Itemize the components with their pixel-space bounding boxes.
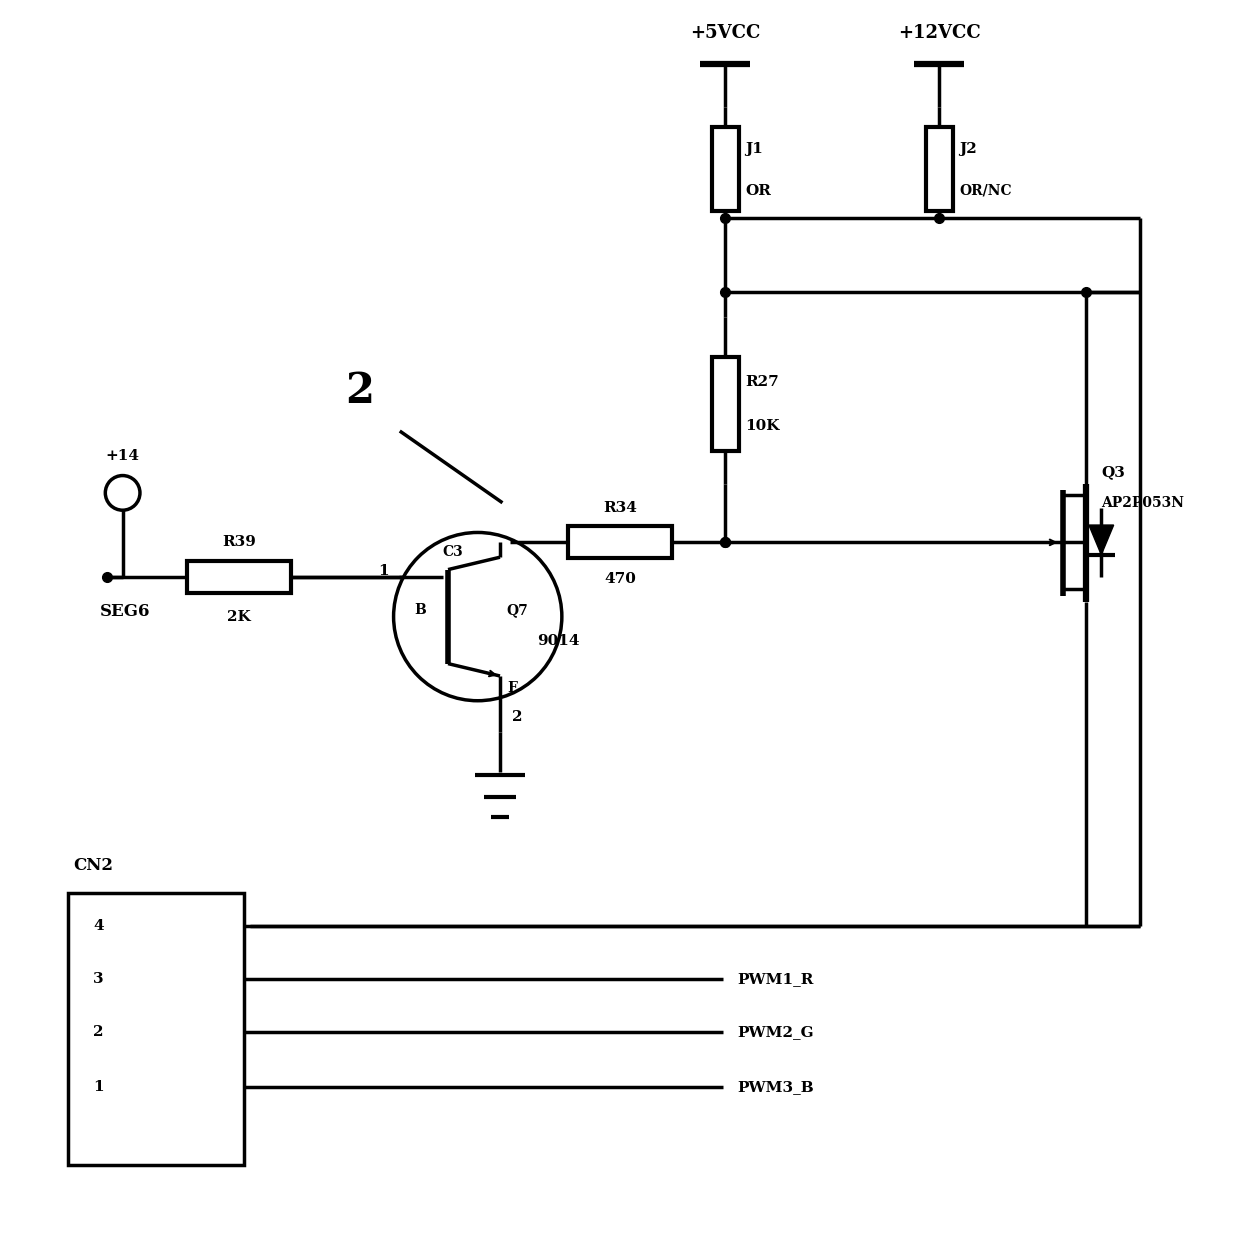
Text: E: E — [507, 682, 518, 695]
Text: 470: 470 — [604, 573, 636, 586]
Bar — [712, 127, 739, 211]
Text: 2: 2 — [512, 709, 523, 724]
Text: +5VCC: +5VCC — [689, 24, 760, 41]
Text: CN2: CN2 — [73, 857, 113, 873]
Text: Q3: Q3 — [1101, 465, 1125, 479]
Bar — [568, 526, 672, 559]
Text: PWM2_G: PWM2_G — [738, 1025, 815, 1039]
Text: R27: R27 — [745, 375, 779, 388]
Text: OR/NC: OR/NC — [959, 184, 1012, 198]
Text: 4: 4 — [93, 918, 104, 933]
Text: 1: 1 — [93, 1080, 104, 1094]
Text: AP2P053N: AP2P053N — [1101, 496, 1184, 510]
Text: 2: 2 — [346, 371, 374, 412]
Text: C3: C3 — [443, 545, 463, 559]
Text: R39: R39 — [222, 535, 255, 549]
Text: 3: 3 — [93, 972, 104, 986]
Text: B: B — [414, 604, 425, 618]
Bar — [68, 892, 244, 1165]
Text: +12VCC: +12VCC — [898, 24, 981, 41]
Text: SEG6: SEG6 — [100, 603, 151, 620]
Bar — [925, 127, 952, 211]
Text: J1: J1 — [745, 142, 763, 155]
Text: 9014: 9014 — [537, 634, 579, 648]
Text: 2: 2 — [93, 1025, 103, 1039]
Bar — [187, 561, 291, 593]
Text: +14: +14 — [105, 449, 140, 462]
Text: Q7: Q7 — [506, 604, 528, 618]
Text: PWM1_R: PWM1_R — [738, 972, 813, 986]
Text: J2: J2 — [959, 142, 977, 155]
Bar — [712, 357, 739, 451]
Text: OR: OR — [745, 184, 771, 198]
Text: PWM3_B: PWM3_B — [738, 1080, 815, 1094]
Text: 2K: 2K — [227, 610, 250, 624]
Text: 1: 1 — [378, 564, 388, 578]
Text: 10K: 10K — [745, 419, 780, 434]
Polygon shape — [1089, 525, 1114, 555]
Text: R34: R34 — [603, 501, 637, 515]
